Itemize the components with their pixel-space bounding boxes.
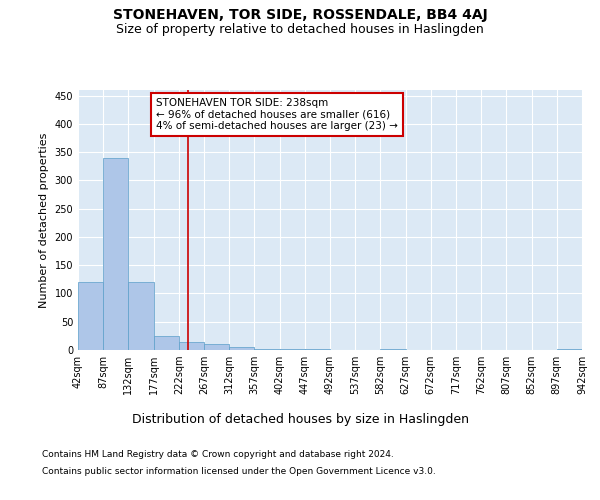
Text: Contains HM Land Registry data © Crown copyright and database right 2024.: Contains HM Land Registry data © Crown c… [42,450,394,459]
Bar [179,342,204,350]
Text: STONEHAVEN TOR SIDE: 238sqm
← 96% of detached houses are smaller (616)
4% of sem: STONEHAVEN TOR SIDE: 238sqm ← 96% of det… [156,98,398,131]
Bar [254,349,280,350]
Bar [103,158,128,350]
Bar [204,344,229,350]
Bar [229,347,254,350]
Text: Distribution of detached houses by size in Haslingden: Distribution of detached houses by size … [131,412,469,426]
Bar [78,282,103,350]
Bar [128,282,154,350]
Bar [154,336,179,350]
Text: Contains public sector information licensed under the Open Government Licence v3: Contains public sector information licen… [42,468,436,476]
Text: STONEHAVEN, TOR SIDE, ROSSENDALE, BB4 4AJ: STONEHAVEN, TOR SIDE, ROSSENDALE, BB4 4A… [113,8,487,22]
Y-axis label: Number of detached properties: Number of detached properties [39,132,49,308]
Text: Size of property relative to detached houses in Haslingden: Size of property relative to detached ho… [116,22,484,36]
